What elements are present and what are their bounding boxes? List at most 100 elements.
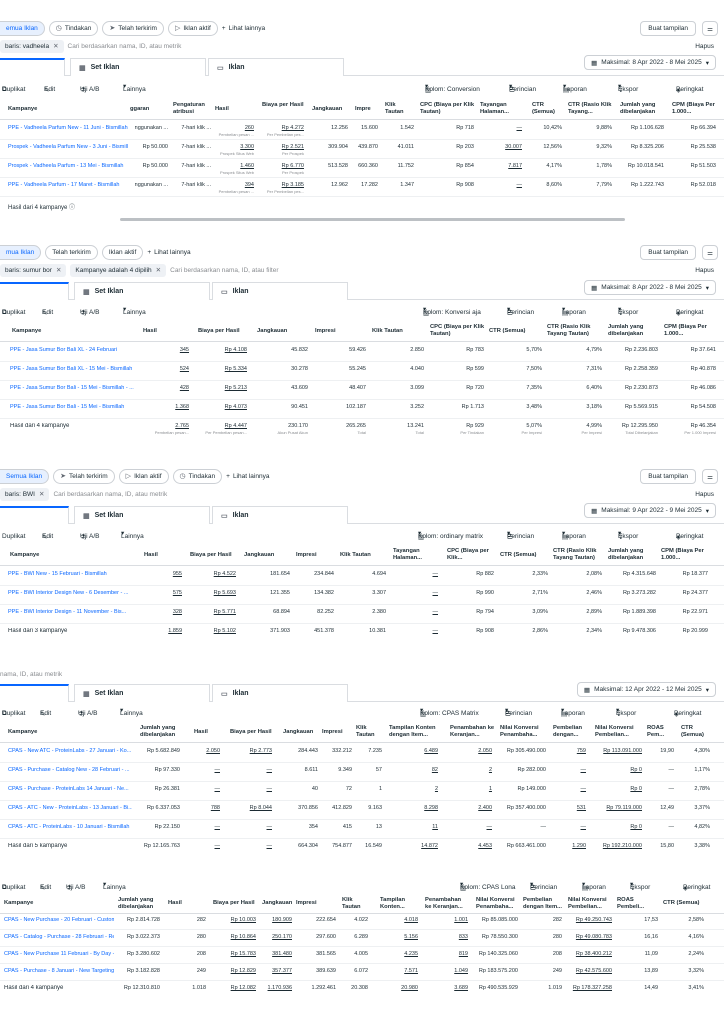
campaign-name-link[interactable]: CPAS - New Purchase 11 Februari - By Day… <box>4 951 114 957</box>
col-klik-tautan[interactable]: Klik Tautan <box>372 328 403 334</box>
col-jumlah[interactable]: Jumlah yang dibelanjakan <box>608 324 644 337</box>
search-input[interactable]: nama, ID, atau metrik <box>0 670 63 678</box>
filter-semua-iklan[interactable]: Semua Iklan <box>0 468 50 484</box>
tab-set-iklan[interactable]: ▦ Set Iklan <box>74 506 210 524</box>
table-cell[interactable]: Rp 0 <box>630 767 642 773</box>
filter-iklan-aktif[interactable]: ▷ Iklan aktif <box>167 20 218 36</box>
col-impresi[interactable]: Impresi <box>296 900 317 906</box>
table-cell[interactable]: 4.235 <box>404 951 418 957</box>
more-dropdown[interactable]: Lainnya ▾ <box>123 83 146 93</box>
col-jangkauan[interactable]: Jangkauan <box>262 900 293 906</box>
col-hasil[interactable]: Hasil <box>144 552 158 558</box>
search-pill[interactable]: baris: vadheela ✕ <box>0 39 64 53</box>
col-hasil[interactable]: Hasil <box>194 729 208 735</box>
campaign-name-link[interactable]: PPE - Jasa Sumur Bor Bali XL - 15 Mei - … <box>10 366 133 372</box>
columns-dropdown[interactable]: ▥ Kolom: CPAS Lona ▾ <box>460 881 516 892</box>
col-klik-tautan[interactable]: Klik Tautan <box>342 897 361 910</box>
table-cell[interactable]: Rp 42.575.600 <box>575 968 612 974</box>
reports-dropdown[interactable]: ▤ Laporan ▾ <box>582 881 606 892</box>
col-hasil[interactable]: Hasil <box>215 106 229 112</box>
col-jumlah[interactable]: Jumlah yang dibelanjakan <box>620 102 656 115</box>
more-dropdown[interactable]: Lainnya ▾ <box>123 306 146 316</box>
table-cell[interactable]: — <box>214 786 221 792</box>
table-cell[interactable]: — <box>266 767 273 773</box>
export-dropdown[interactable]: ⇪ Ekspor ▾ <box>630 881 651 892</box>
campaign-name-link[interactable]: CPAS - ATC - New - ProteinLabs - 13 Janu… <box>8 805 132 811</box>
table-cell[interactable]: Rp 4.108 <box>224 347 247 353</box>
tab-kampanye[interactable] <box>0 282 69 300</box>
horizontal-scrollbar[interactable] <box>120 218 625 221</box>
table-cell[interactable]: 7.817 <box>508 163 522 169</box>
table-cell[interactable]: Rp 5.334 <box>224 366 247 372</box>
tab-set-iklan[interactable]: ▦ Set Iklan <box>74 282 210 300</box>
filter-lihat-lainnya[interactable]: + Lihat lainnya <box>226 473 269 480</box>
clear-button[interactable]: Hapus <box>695 42 714 50</box>
more-dropdown[interactable]: Lainnya ▾ <box>121 530 144 540</box>
campaign-name-link[interactable]: CPAS - Purchase - 8 Januari - New Target… <box>4 968 114 974</box>
col-ctr-rasio[interactable]: CTR (Rasio Klik Tayang... <box>568 102 612 115</box>
table-cell[interactable]: Rp 0 <box>630 824 642 830</box>
col-kampanye[interactable]: Kampanye <box>8 106 38 112</box>
export-dropdown[interactable]: ⇪ Ekspor ▾ <box>616 707 637 718</box>
col-cpc[interactable]: CPC (Biaya per Klik Tautan) <box>430 324 485 337</box>
campaign-name-link[interactable]: CPAS - Purchase - Catalog New - 28 Febru… <box>8 767 130 773</box>
col-cpm[interactable]: CPM (Biaya Per 1.000... <box>672 102 715 115</box>
table-cell[interactable]: 2.400 <box>478 805 492 811</box>
col-nilai-penambahan[interactable]: Nilai Konversi Penambaha... <box>476 897 515 910</box>
campaign-name-link[interactable]: Prospek - Vadheela Parfum New - 3 Juni -… <box>8 144 128 150</box>
campaign-name-link[interactable]: PPE - BWI Interior Design New - 6 Desemb… <box>8 590 129 596</box>
table-cell[interactable]: Rp 4.073 <box>224 404 247 410</box>
close-icon[interactable]: ✕ <box>55 267 62 274</box>
col-ctr-semua[interactable]: CTR (Semua) <box>489 328 526 334</box>
col-jumlah[interactable]: Jumlah yang dibelanjakan <box>140 725 176 738</box>
search-pill[interactable]: baris: BWI ✕ <box>0 487 50 501</box>
table-cell[interactable]: 1.001 <box>454 917 468 923</box>
tab-iklan[interactable]: ▭ Iklan <box>212 506 348 524</box>
table-cell[interactable]: Rp 5.213 <box>224 385 247 391</box>
table-cell[interactable]: — <box>580 824 587 830</box>
col-kampanye[interactable]: Kampanye <box>4 900 34 906</box>
sliders-icon[interactable]: ⚌ <box>702 469 718 484</box>
table-cell[interactable]: Rp 49.250.743 <box>575 917 612 923</box>
table-cell[interactable]: 6.489 <box>424 748 438 754</box>
more-dropdown[interactable]: Lainnya ▾ <box>103 881 126 891</box>
table-cell[interactable]: 180.909 <box>272 917 292 923</box>
col-hasil[interactable]: Hasil <box>168 900 182 906</box>
export-dropdown[interactable]: ⇪ Ekspor ▾ <box>618 306 639 317</box>
col-ctr-rasio[interactable]: CTR (Rasio Klik Tayang Tautan) <box>553 548 597 561</box>
col-ctr-semua[interactable]: CTR (Semua) <box>500 552 537 558</box>
search-pill[interactable]: baris: sumur bor ✕ <box>0 263 67 277</box>
table-cell[interactable]: 428 <box>179 385 189 391</box>
col-ctr-rasio[interactable]: CTR (Rasio Klik Tayang Tautan) <box>547 324 591 337</box>
table-cell[interactable]: Rp 3.185 <box>281 182 304 188</box>
columns-dropdown[interactable]: ▥ Kolom: Conversion ▾ <box>425 83 480 94</box>
table-cell[interactable]: 345 <box>179 347 189 353</box>
campaign-name-link[interactable]: CPAS - ATC - ProteinLabs - 10 Januari - … <box>8 824 130 830</box>
col-tampilan-konten[interactable]: Tampilan Konten... <box>380 897 406 910</box>
col-penambahan[interactable]: Penambahan ke Keranjan... <box>425 897 463 910</box>
filter-telah-terkirim[interactable]: ➤ Telah terkirim <box>53 468 115 484</box>
col-klik-tautan[interactable]: Klik Tautan <box>340 552 371 558</box>
breakdown-dropdown[interactable]: ☰ Perincian ▾ <box>505 707 533 718</box>
campaign-name-link[interactable]: PPE - Jasa Sumur Bor Bali - 15 Mei - Bis… <box>10 385 134 391</box>
reports-dropdown[interactable]: ▤ Laporan ▾ <box>562 306 586 317</box>
table-cell[interactable]: Rp 38.400.212 <box>575 951 612 957</box>
reports-dropdown[interactable]: ▤ Laporan ▾ <box>561 707 585 718</box>
tab-iklan[interactable]: ▭ Iklan <box>212 282 348 300</box>
table-cell[interactable]: 328 <box>172 609 182 615</box>
col-klik-tautan[interactable]: Klik Tautan <box>385 102 404 115</box>
table-cell[interactable]: 381.480 <box>272 951 292 957</box>
table-cell[interactable]: — <box>516 182 523 188</box>
table-cell[interactable]: 260 <box>244 125 254 131</box>
filter-telah-terkirim[interactable]: Telah terkirim <box>45 244 98 260</box>
table-cell[interactable]: Rp 113.091.000 <box>603 748 642 754</box>
col-cpm[interactable]: CPM (Biaya Per 1.000... <box>661 548 704 561</box>
table-cell[interactable]: 30.007 <box>505 144 522 150</box>
campaign-name-link[interactable]: PPE - Vadheela Parfum New - 11 Juni - Bi… <box>8 125 128 131</box>
table-cell[interactable]: Rp 4.272 <box>281 125 304 131</box>
col-jangkauan[interactable]: Jangkauan <box>257 328 288 334</box>
columns-dropdown[interactable]: ▥ Kolom: ordinary matrix ▾ <box>418 530 484 541</box>
sliders-icon[interactable]: ⚌ <box>702 21 718 36</box>
table-cell[interactable]: 82 <box>431 767 438 773</box>
export-dropdown[interactable]: ⇪ Ekspor ▾ <box>618 530 639 541</box>
